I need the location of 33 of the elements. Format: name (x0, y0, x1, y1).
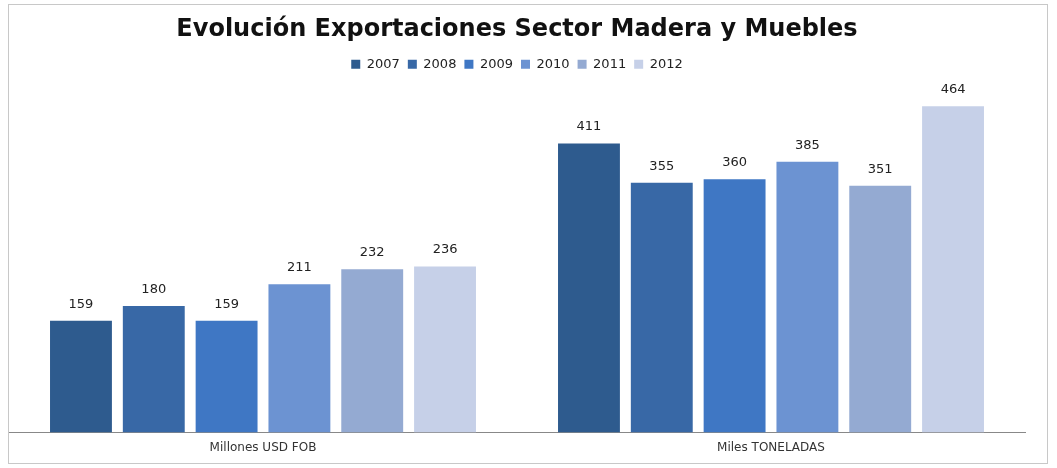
data-label: 411 (576, 118, 602, 134)
legend-label: 2012 (649, 55, 683, 71)
data-label: 236 (432, 241, 458, 257)
x-tick-label: Millones USD FOB (209, 439, 317, 454)
bar (849, 185, 912, 433)
bar (776, 161, 839, 433)
x-tick-label: Miles TONELADAS (717, 439, 825, 454)
data-label: 180 (141, 280, 167, 296)
data-label: 351 (867, 160, 893, 176)
bar (341, 269, 404, 433)
bar (703, 179, 766, 433)
bar (414, 266, 476, 433)
data-label: 159 (68, 295, 94, 311)
bar (268, 284, 331, 433)
chart-title: Evolución Exportaciones Sector Madera y Muebles (176, 13, 858, 42)
data-label: 159 (214, 295, 240, 311)
bar (922, 106, 984, 433)
bar (122, 305, 185, 433)
data-label: 385 (794, 136, 820, 152)
bar (50, 320, 112, 433)
data-label: 360 (722, 154, 748, 170)
data-label: 355 (649, 157, 675, 173)
data-label: 211 (286, 259, 312, 275)
data-label: 232 (359, 244, 385, 260)
legend-label: 2007 (366, 55, 400, 71)
legend-label: 2011 (593, 55, 627, 71)
bar (630, 182, 693, 433)
legend-label: 2009 (479, 55, 514, 71)
bar (558, 143, 620, 433)
bar (195, 320, 258, 433)
legend-label: 2010 (536, 55, 570, 71)
legend-label: 2008 (423, 55, 457, 71)
data-label: 464 (940, 81, 966, 96)
